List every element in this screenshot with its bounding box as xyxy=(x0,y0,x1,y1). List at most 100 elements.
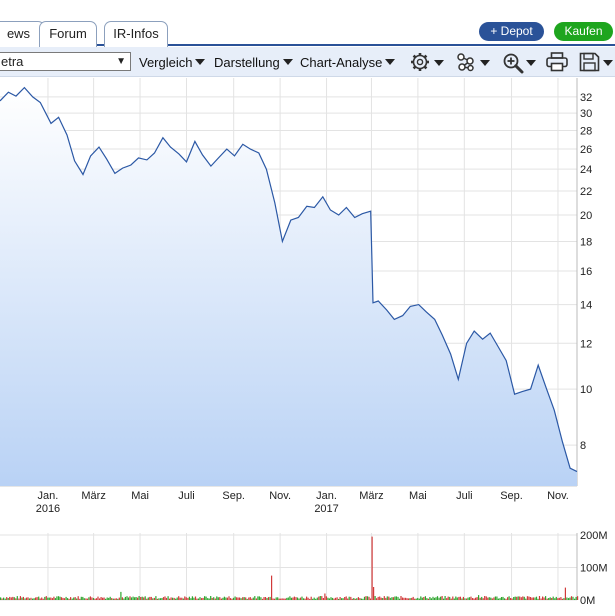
chevron-down-icon xyxy=(385,59,396,65)
volume-axis-labels: 200M 100M 0M xyxy=(580,530,608,607)
volume-bar xyxy=(239,597,241,600)
volume-bar xyxy=(398,598,401,600)
volume-bar xyxy=(105,598,107,600)
volume-bar xyxy=(33,598,35,600)
volume-bar xyxy=(0,597,2,600)
volume-bar xyxy=(557,598,559,600)
volume-bar xyxy=(6,597,8,600)
volume-bar xyxy=(572,596,574,600)
buy-button[interactable]: Kaufen xyxy=(554,22,613,41)
volume-bar xyxy=(438,597,440,600)
zoom-tool[interactable] xyxy=(502,52,536,74)
darstellung-menu[interactable]: Darstellung xyxy=(214,55,293,70)
volume-bar xyxy=(327,597,329,600)
volume-bar xyxy=(18,598,20,600)
volume-bar xyxy=(124,596,126,600)
volume-bar xyxy=(417,597,419,600)
volume-bar xyxy=(287,597,289,600)
volume-bar xyxy=(298,598,300,600)
volume-bar xyxy=(333,598,335,600)
indicators-tool[interactable] xyxy=(456,52,490,72)
volume-bar xyxy=(473,598,475,600)
volume-bar xyxy=(91,597,93,600)
volume-bar xyxy=(405,597,407,600)
volume-bar xyxy=(56,596,58,600)
volume-bar xyxy=(152,598,154,600)
volume-bar xyxy=(208,598,210,600)
volume-bar xyxy=(574,598,576,600)
volume-bar xyxy=(470,596,472,600)
volume-bar xyxy=(412,596,414,600)
volume-bar xyxy=(28,598,31,600)
volume-bar xyxy=(325,596,327,600)
volume-bar xyxy=(25,597,28,600)
tab-news[interactable]: ews xyxy=(0,21,45,47)
volume-bar xyxy=(354,598,356,600)
price-line xyxy=(0,86,578,473)
volume-bar xyxy=(153,597,155,600)
volume-bar xyxy=(322,598,324,600)
volume-bar xyxy=(488,597,490,600)
date-tick-label: Mai xyxy=(409,490,427,502)
volume-bar xyxy=(482,598,484,600)
volume-bar xyxy=(248,597,250,600)
volume-bar xyxy=(191,596,193,600)
zoom-in-icon xyxy=(503,53,524,74)
volume-bar xyxy=(303,598,305,600)
volume-bar xyxy=(266,598,268,600)
volume-bar xyxy=(9,596,11,600)
tab-forum[interactable]: Forum xyxy=(39,21,97,47)
add-depot-button[interactable]: + Depot xyxy=(479,22,544,41)
volume-bar xyxy=(275,597,277,600)
volume-bar xyxy=(115,598,117,600)
volume-bar xyxy=(507,597,509,600)
price-area-fill xyxy=(0,87,577,486)
volume-bar xyxy=(112,598,114,600)
save-icon xyxy=(579,52,600,72)
price-tick-label: 22 xyxy=(580,186,592,198)
volume-bars xyxy=(0,536,579,600)
volume-bar xyxy=(342,598,344,600)
chart-analyse-menu[interactable]: Chart-Analyse xyxy=(300,55,396,70)
volume-bar xyxy=(255,598,257,600)
volume-bar xyxy=(432,596,434,600)
volume-bar xyxy=(97,596,99,600)
volume-bar xyxy=(175,598,177,600)
chevron-down-icon xyxy=(526,60,536,66)
volume-bar xyxy=(570,596,573,600)
volume-bar xyxy=(563,598,565,600)
volume-bar xyxy=(220,598,222,600)
volume-bar xyxy=(397,596,399,600)
vergleich-menu[interactable]: Vergleich xyxy=(139,55,206,70)
volume-bar xyxy=(193,597,195,600)
volume-bar xyxy=(519,596,521,600)
volume-bar xyxy=(382,598,384,600)
volume-bar xyxy=(21,597,23,600)
save-tool[interactable] xyxy=(579,52,613,72)
volume-bar xyxy=(48,597,50,600)
volume-bar xyxy=(201,598,203,600)
volume-bar xyxy=(117,598,119,600)
volume-bar xyxy=(179,597,181,600)
volume-bar xyxy=(129,596,131,600)
tab-ir-infos[interactable]: IR-Infos xyxy=(104,21,168,47)
volume-bar xyxy=(491,598,493,600)
exchange-select-value: etra xyxy=(1,54,24,69)
volume-bar xyxy=(344,597,346,600)
exchange-select[interactable]: etra ▼ xyxy=(0,52,131,71)
volume-bar xyxy=(150,596,152,600)
price-tick-label: 20 xyxy=(580,210,592,222)
settings-tool[interactable] xyxy=(410,52,444,72)
volume-bar xyxy=(429,597,431,600)
volume-bar xyxy=(443,598,445,600)
volume-bar xyxy=(376,598,378,600)
print-tool[interactable] xyxy=(546,52,568,72)
volume-bar xyxy=(10,597,12,600)
volume-bar xyxy=(7,598,9,600)
volume-bar xyxy=(24,598,26,600)
volume-bar xyxy=(51,598,53,600)
volume-bar xyxy=(567,598,570,600)
volume-bar xyxy=(564,587,566,600)
